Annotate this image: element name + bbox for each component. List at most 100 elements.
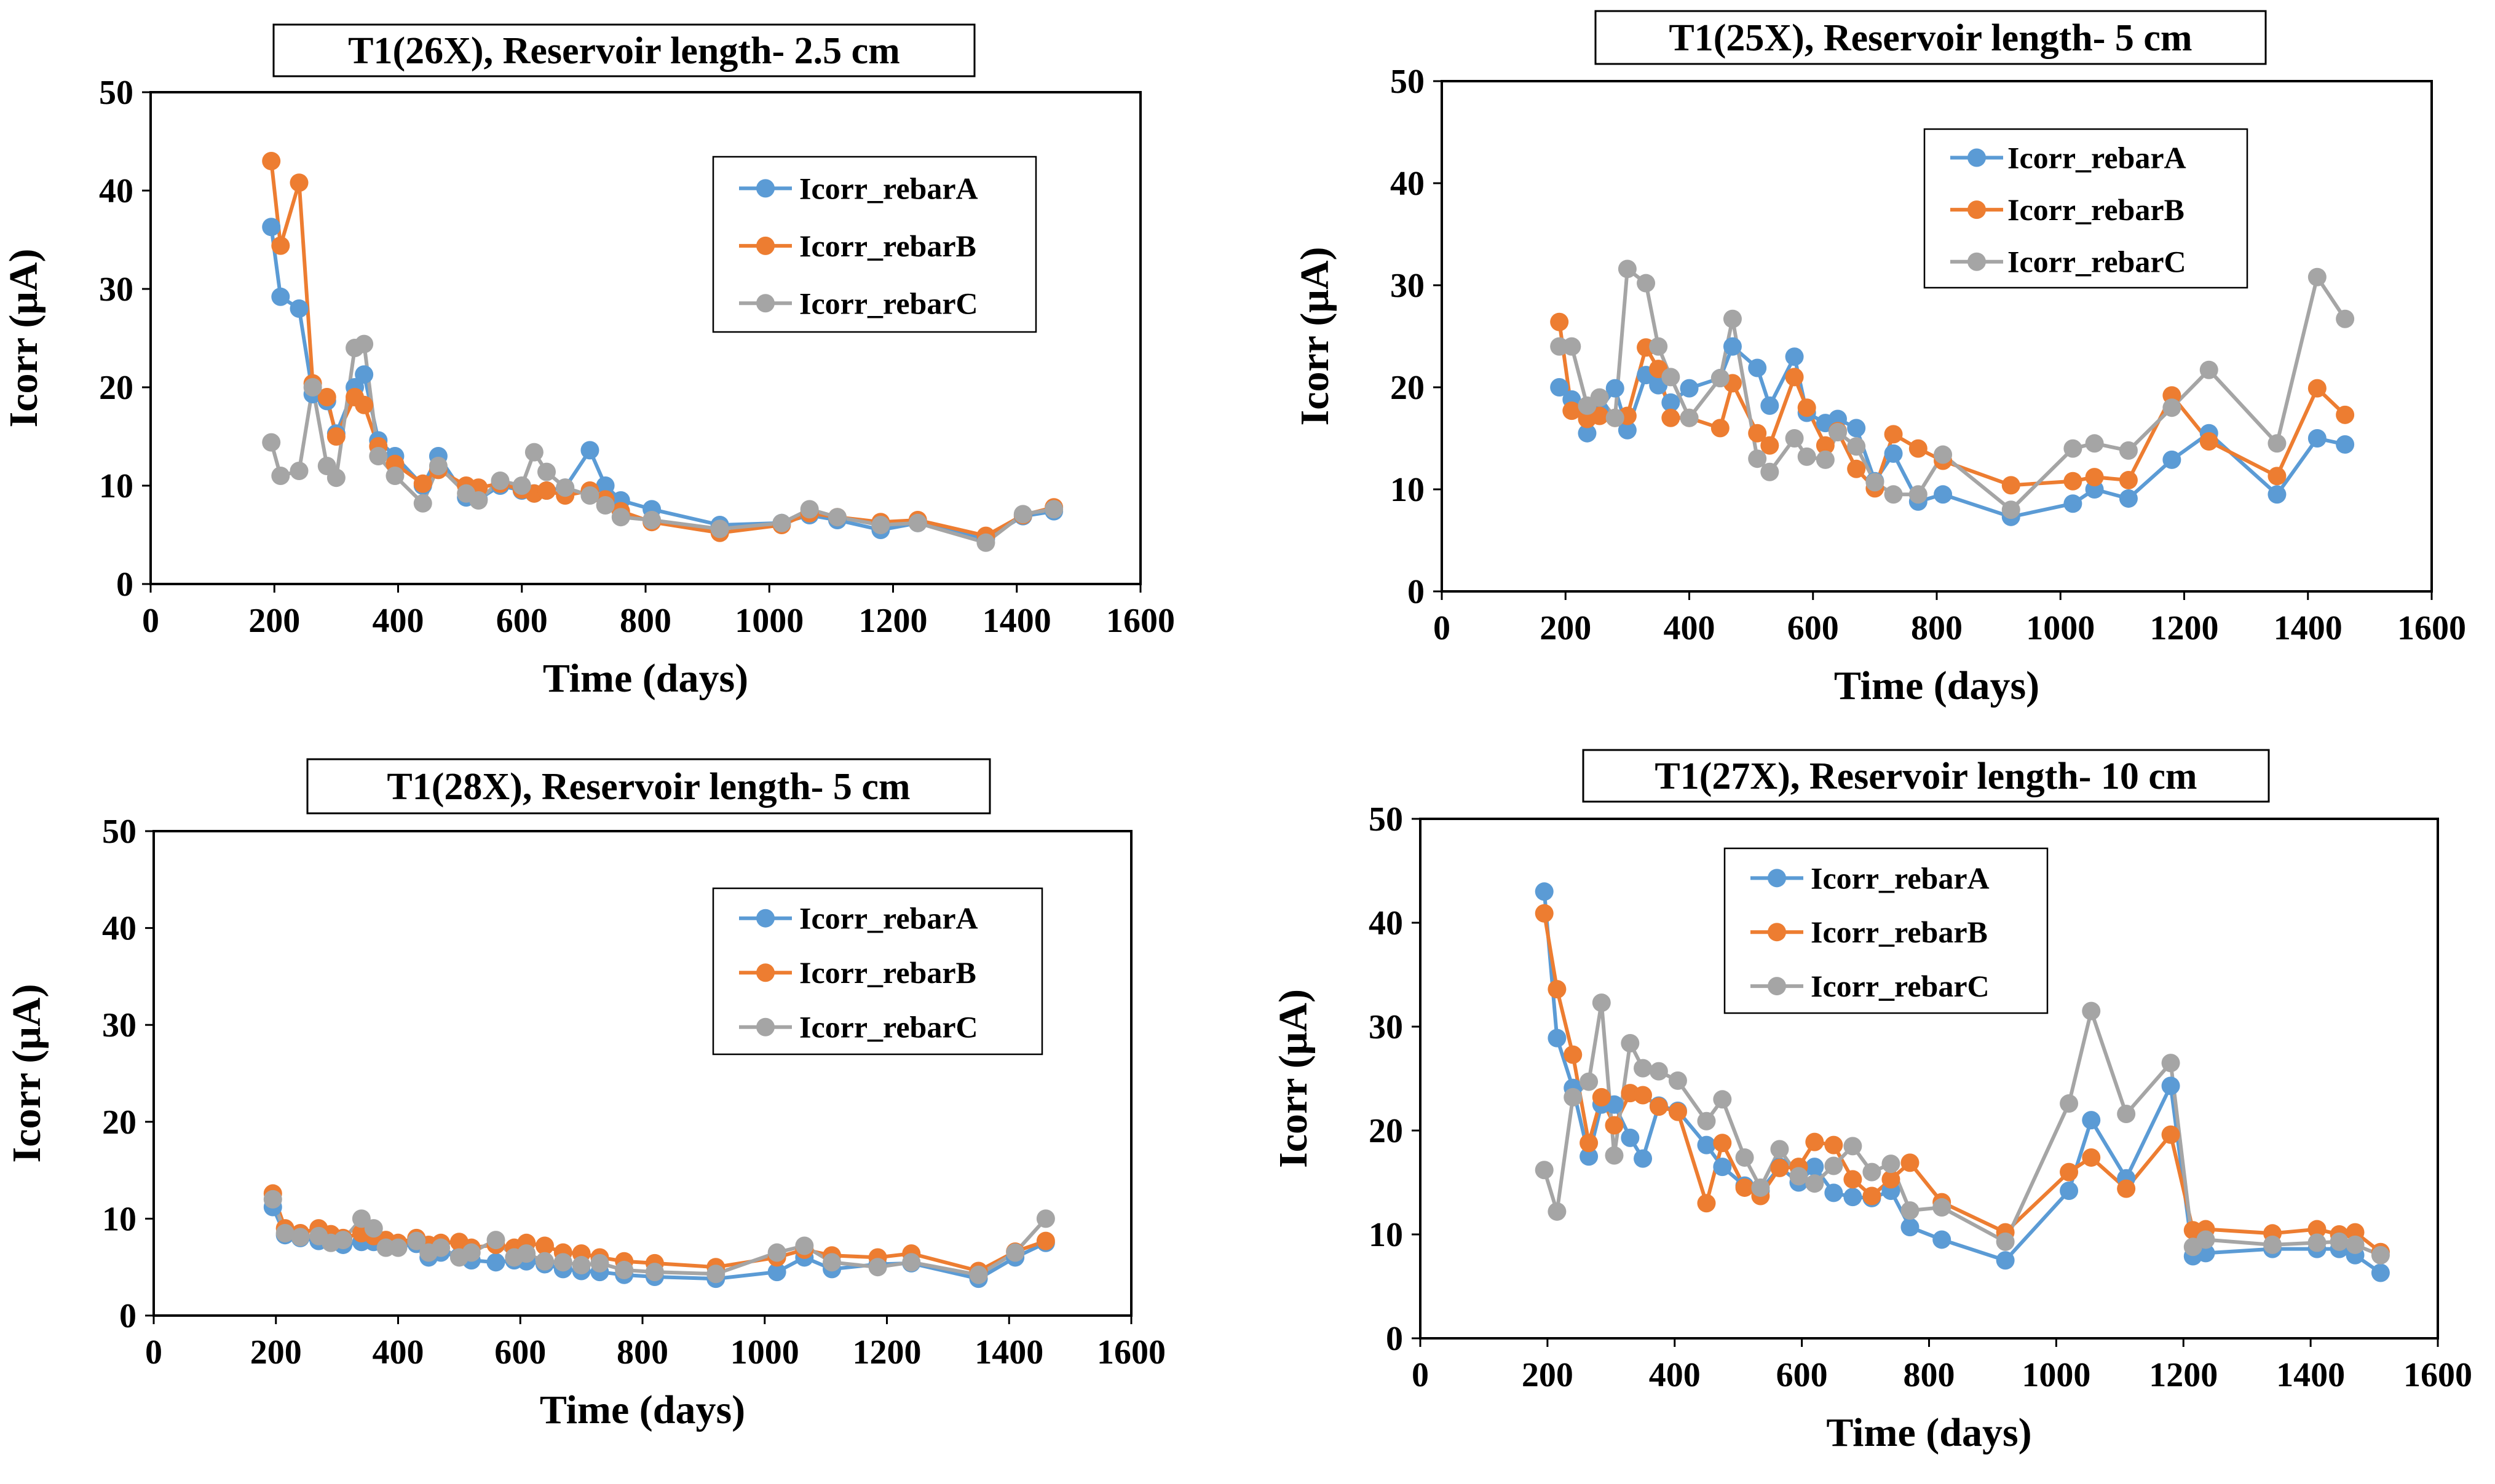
x-tick-label: 800 [1904, 1356, 1955, 1394]
legend-entry-label: Icorr_rebarA [799, 901, 978, 936]
y-axis-title: Icorr (μA) [1, 249, 46, 428]
data-point-Icorr_rebarB [326, 427, 346, 446]
data-point-Icorr_rebarB [1649, 1097, 1668, 1116]
x-tick-label: 1400 [2274, 609, 2343, 647]
x-tick-label: 1000 [730, 1333, 799, 1372]
x-axis-title: Time (days) [540, 1387, 745, 1432]
data-point-Icorr_rebarC [710, 519, 729, 539]
data-point-Icorr_rebarC [1723, 309, 1742, 328]
y-tick-label: 30 [102, 1006, 136, 1044]
data-point-Icorr_rebarC [1634, 1059, 1653, 1078]
data-point-Icorr_rebarB [262, 152, 281, 170]
legend-entry-label: Icorr_rebarB [799, 229, 976, 263]
x-tick-label: 1600 [1097, 1333, 1166, 1372]
data-point-Icorr_rebarA [1697, 1135, 1716, 1154]
x-tick-label: 800 [617, 1333, 668, 1372]
data-point-Icorr_rebarC [1908, 485, 1928, 504]
data-point-Icorr_rebarC [868, 1258, 887, 1277]
data-point-Icorr_rebarA [1621, 1128, 1640, 1147]
data-point-Icorr_rebarC [1824, 1156, 1843, 1175]
data-point-Icorr_rebarA [2336, 435, 2355, 454]
x-axis-title: Time (days) [1826, 1410, 2031, 1455]
legend-entry-label: Icorr_rebarC [799, 1010, 978, 1044]
data-point-Icorr_rebarC [1618, 259, 1637, 278]
data-point-Icorr_rebarC [1816, 450, 1835, 469]
data-point-Icorr_rebarB [290, 173, 309, 192]
y-tick-label: 50 [1390, 63, 1425, 101]
data-point-Icorr_rebarB [1881, 1170, 1900, 1189]
y-tick-label: 20 [1369, 1112, 1403, 1150]
legend: Icorr_rebarA Icorr_rebarB Icorr_rebarC [1923, 128, 2248, 289]
x-tick-label: 200 [1540, 609, 1591, 647]
y-tick-label: 20 [102, 1103, 136, 1142]
data-point-Icorr_rebarC [1770, 1140, 1789, 1159]
data-point-Icorr_rebarC [263, 1190, 282, 1209]
data-point-Icorr_rebarC [1548, 1202, 1567, 1221]
data-point-Icorr_rebarC [2196, 1230, 2215, 1249]
data-point-Icorr_rebarB [1748, 424, 1767, 443]
data-point-Icorr_rebarA [1824, 1183, 1843, 1202]
data-point-Icorr_rebarB [1735, 1178, 1754, 1197]
data-point-Icorr_rebarB [1908, 439, 1928, 458]
series-line-Icorr_rebarC [1542, 1001, 2382, 1257]
data-point-Icorr_rebarC [271, 467, 290, 485]
data-point-Icorr_rebarA [262, 218, 281, 237]
legend-swatch-marker [756, 909, 775, 928]
data-point-Icorr_rebarB [2117, 1179, 2136, 1198]
x-tick-label: 800 [620, 602, 671, 640]
data-point-Icorr_rebarC [386, 467, 405, 485]
data-point-Icorr_rebarC [1735, 1148, 1754, 1167]
data-point-Icorr_rebarA [1805, 1158, 1824, 1177]
data-point-Icorr_rebarC [1865, 473, 1884, 492]
data-point-Icorr_rebarC [1621, 1034, 1640, 1053]
data-point-Icorr_rebarB [1535, 904, 1554, 923]
data-point-Icorr_rebarA [1618, 420, 1637, 440]
x-tick-label: 800 [1911, 609, 1963, 647]
data-point-Icorr_rebarC [275, 1224, 295, 1243]
data-point-Icorr_rebarC [517, 1244, 536, 1263]
data-point-Icorr_rebarC [643, 511, 662, 529]
data-point-Icorr_rebarC [537, 462, 556, 481]
data-point-Icorr_rebarC [2336, 309, 2355, 328]
data-point-Icorr_rebarC [1590, 388, 1609, 407]
y-tick-label: 10 [1369, 1216, 1403, 1254]
y-tick-label: 40 [99, 172, 133, 210]
data-point-Icorr_rebarA [1578, 424, 1597, 443]
data-point-Icorr_rebarC [1748, 449, 1767, 468]
data-point-Icorr_rebarC [1900, 1201, 1920, 1220]
data-point-Icorr_rebarB [2082, 1148, 2101, 1167]
data-point-Icorr_rebarC [2346, 1235, 2365, 1254]
data-point-Icorr_rebarC [334, 1231, 353, 1250]
data-point-Icorr_rebarB [1592, 1087, 1611, 1107]
data-point-Icorr_rebarC [1751, 1178, 1770, 1197]
data-point-Icorr_rebarA [1760, 396, 1779, 415]
x-tick-label: 600 [1776, 1356, 1828, 1394]
y-tick-label: 0 [1407, 573, 1425, 611]
data-point-Icorr_rebarB [413, 474, 432, 493]
data-point-Icorr_rebarC [1649, 1062, 1668, 1081]
legend-entry-label: Icorr_rebarA [1811, 861, 1990, 895]
y-tick-label: 40 [1369, 904, 1403, 942]
data-point-Icorr_rebarC [772, 513, 791, 532]
x-tick-label: 600 [494, 1333, 546, 1372]
data-point-Icorr_rebarC [1649, 337, 1668, 356]
data-point-Icorr_rebarC [2119, 441, 2138, 460]
data-point-Icorr_rebarC [2161, 1054, 2180, 1073]
data-point-Icorr_rebarA [2162, 450, 2181, 469]
data-point-Icorr_rebarA [1605, 379, 1624, 398]
legend-swatch-marker [1768, 977, 1786, 996]
data-point-Icorr_rebarC [2060, 1094, 2079, 1113]
data-point-Icorr_rebarC [800, 500, 819, 519]
data-point-Icorr_rebarA [1548, 1028, 1567, 1048]
legend-swatch-marker [1967, 252, 1986, 271]
x-tick-label: 1200 [2149, 1356, 2218, 1394]
data-point-Icorr_rebarC [1932, 1198, 1951, 1217]
data-point-Icorr_rebarC [2371, 1245, 2390, 1265]
legend-swatch-marker [756, 963, 775, 982]
data-point-Icorr_rebarA [1884, 444, 1903, 463]
y-tick-label: 10 [99, 467, 133, 505]
x-tick-label: 200 [248, 602, 300, 640]
legend-swatch-marker [756, 236, 775, 255]
data-point-Icorr_rebarC [290, 462, 309, 480]
legend-entry-label: Icorr_rebarC [2007, 245, 2186, 279]
